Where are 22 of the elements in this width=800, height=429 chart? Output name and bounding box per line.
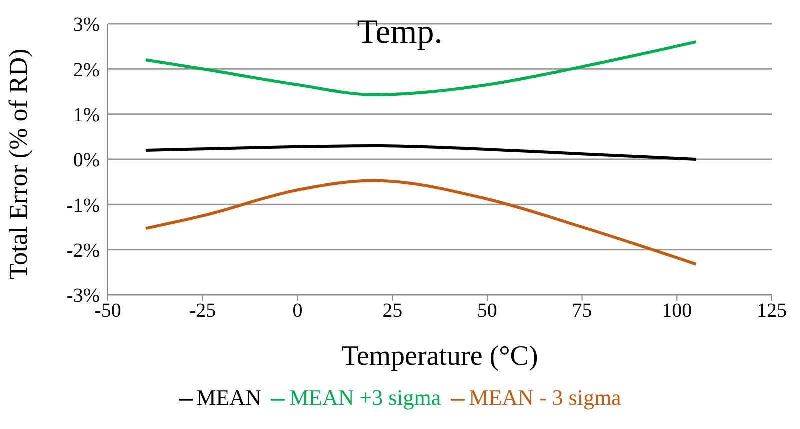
x-tick-label: 25	[382, 300, 403, 322]
legend-label: MEAN	[196, 385, 262, 410]
y-tick-label: 1%	[73, 104, 100, 126]
chart-title: Temp.	[357, 14, 443, 51]
x-tick-label: 100	[662, 300, 692, 322]
line-series	[144, 144, 698, 161]
legend-label: MEAN - 3 sigma	[469, 385, 622, 410]
x-tick-label: 75	[572, 300, 592, 322]
y-tick-label: 3%	[73, 14, 100, 36]
y-tick-label: -2%	[66, 240, 100, 262]
x-axis-title: Temperature (°C)	[342, 341, 538, 372]
y-tick-label: 2%	[73, 59, 100, 82]
x-tick-label: 50	[477, 300, 498, 322]
line-series	[144, 179, 698, 266]
y-tick-label: 0%	[73, 150, 100, 172]
legend-label: MEAN +3 sigma	[289, 385, 442, 410]
x-tick-label: 125	[757, 300, 787, 322]
y-axis-title: Total Error (% of RD)	[4, 48, 34, 280]
y-tick-label: -1%	[66, 194, 100, 217]
x-tick-label: -25	[190, 300, 216, 322]
x-tick-label: 0	[292, 300, 303, 322]
y-tick-label: -3%	[66, 285, 100, 308]
